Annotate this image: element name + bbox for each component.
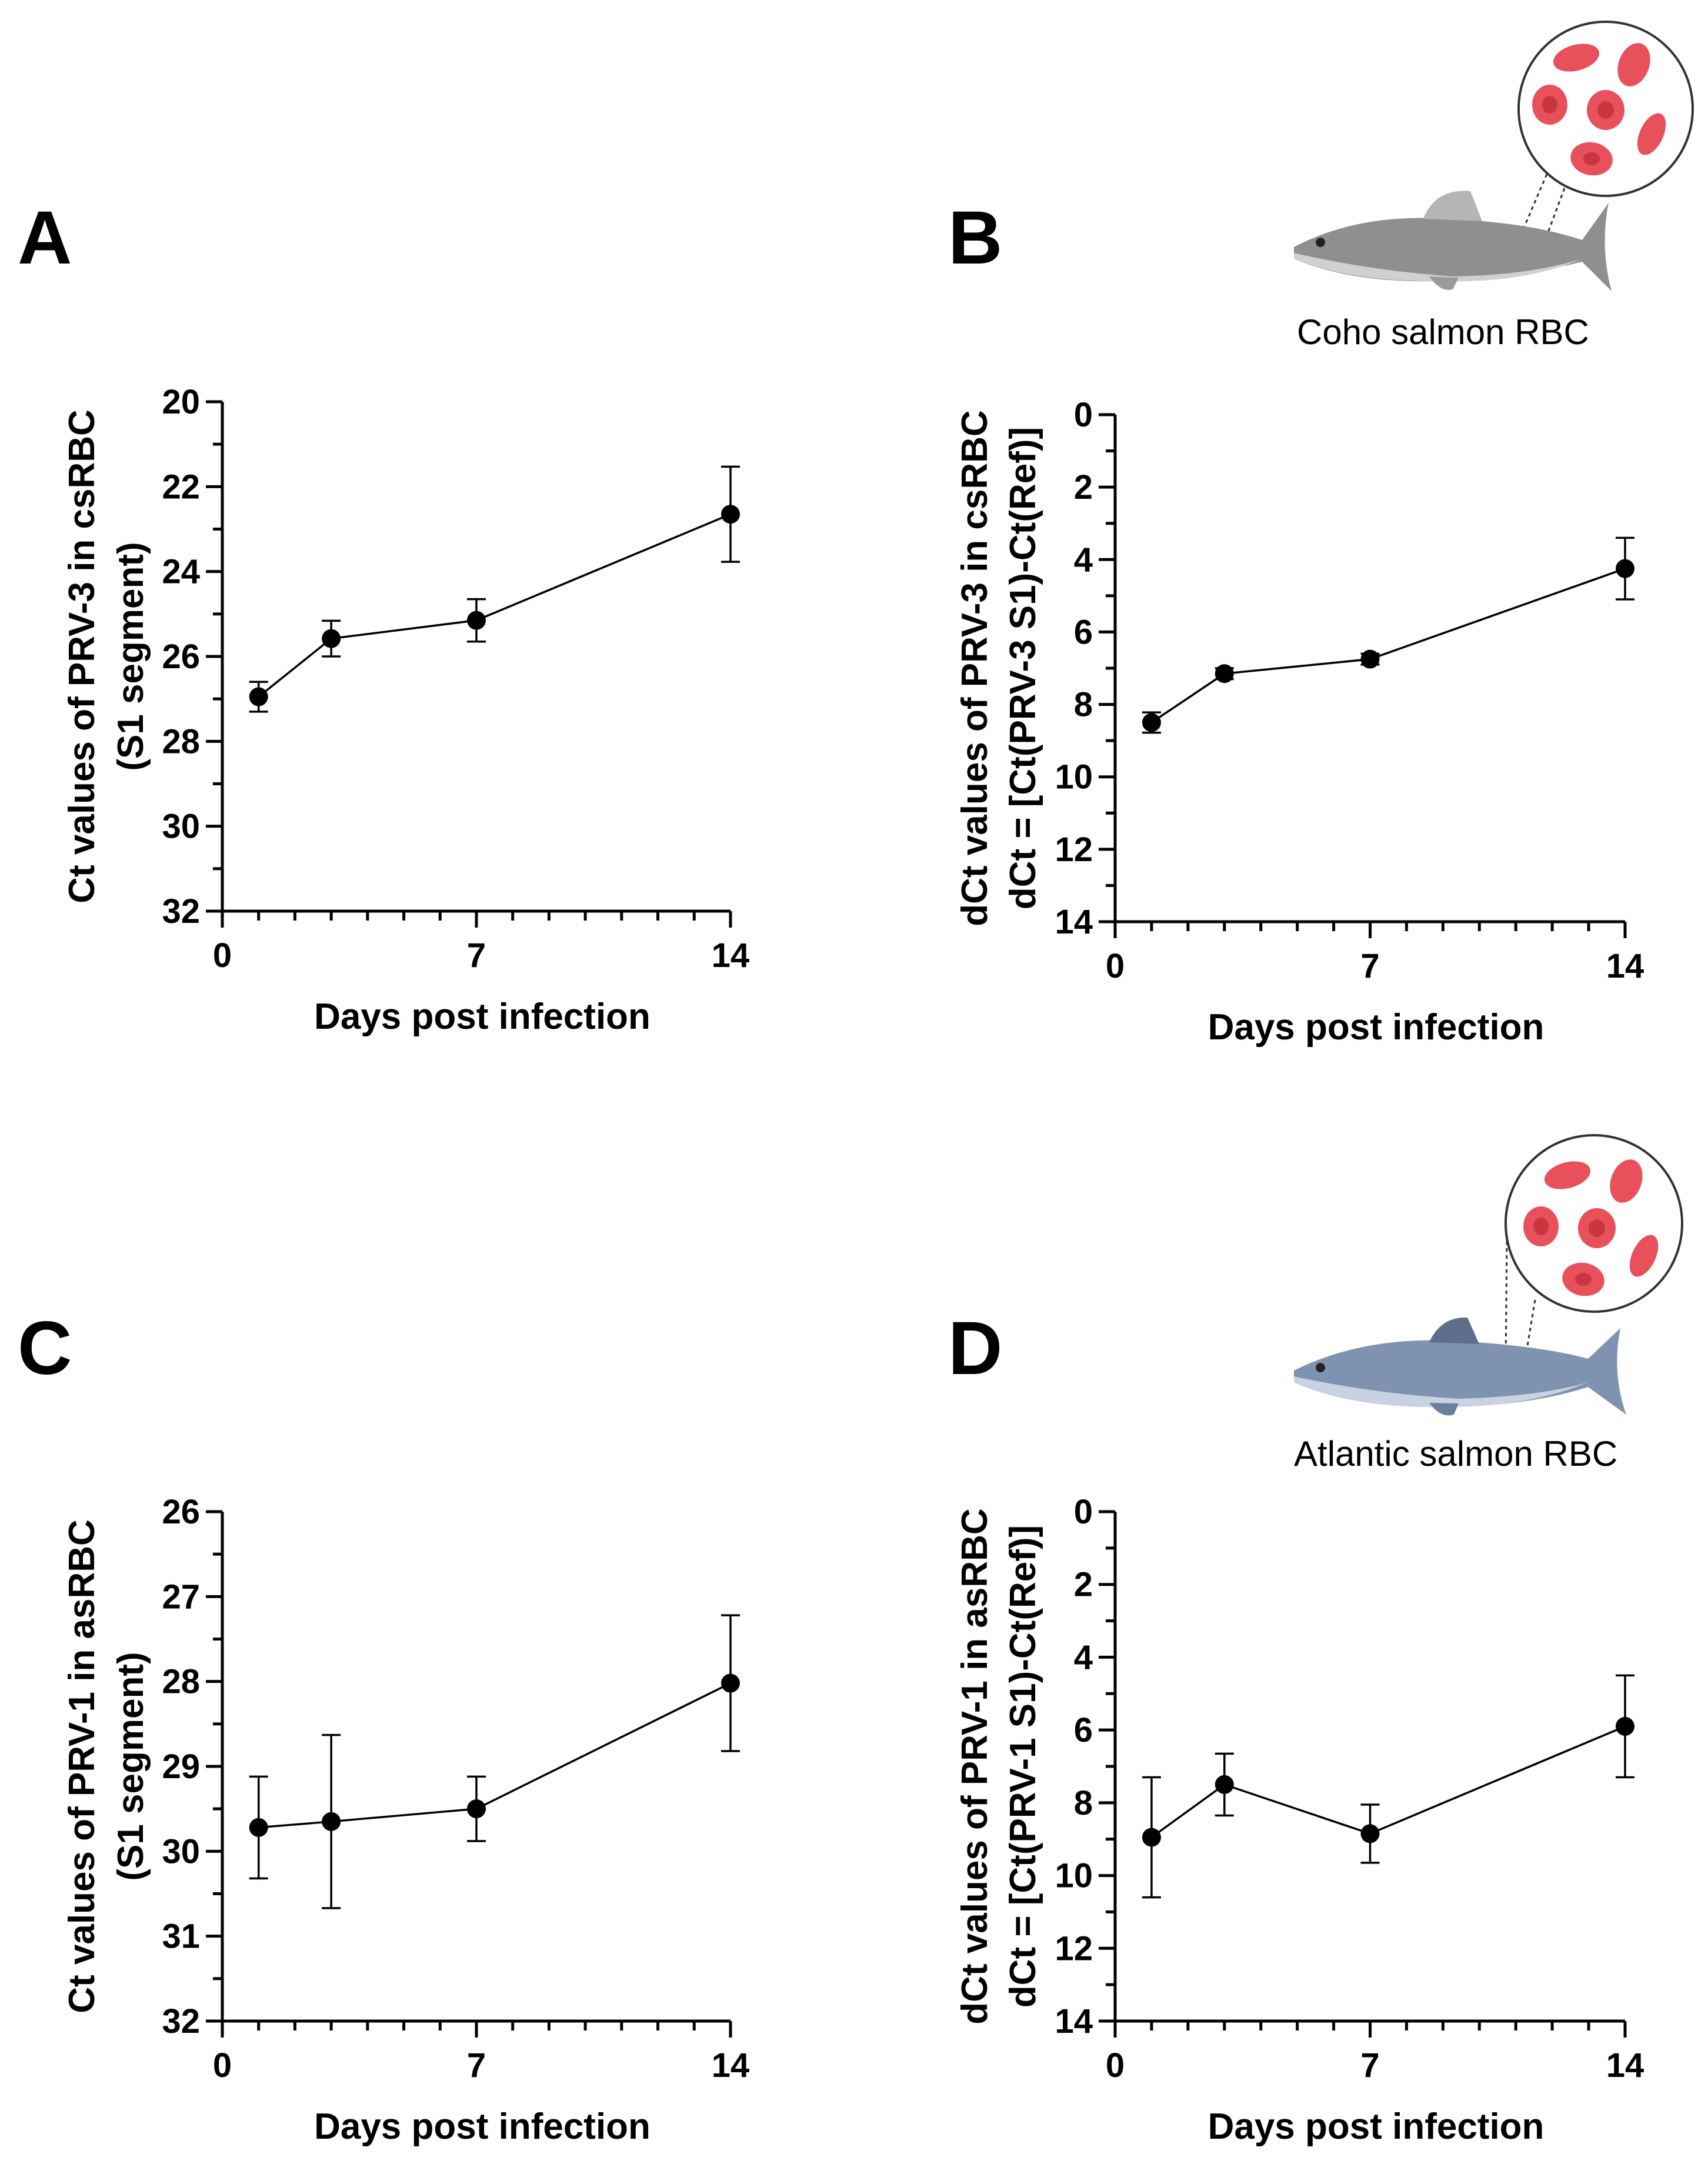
- x-axis-title: Days post infection: [1208, 2106, 1544, 2147]
- data-point: [322, 629, 341, 648]
- x-axis-title: Days post infection: [1208, 1007, 1544, 1048]
- y-axis-title: (S1 segment): [111, 542, 151, 771]
- y-tick-label: 28: [162, 722, 200, 761]
- chart-panel-c: 26 27 28 29 30 31 32 0 7 14 Days post infection Ct …: [62, 1493, 749, 2147]
- data-point: [721, 1673, 740, 1693]
- y-tick-label: 4: [1074, 541, 1093, 579]
- y-tick-label: 6: [1074, 1711, 1093, 1749]
- y-axis-title: dCt values of PRV-3 in csRBC: [955, 410, 995, 926]
- data-point: [322, 1812, 341, 1831]
- data-point: [467, 611, 486, 630]
- y-tick-label: 6: [1074, 613, 1093, 651]
- y-tick-label: 2: [1074, 468, 1093, 506]
- x-tick-label: 0: [213, 2046, 232, 2085]
- x-axis-title: Days post infection: [314, 996, 650, 1037]
- y-axis-title: Ct values of PRV-1 in asRBC: [62, 1519, 102, 2013]
- y-tick-label: 0: [1074, 396, 1093, 434]
- y-tick-label: 27: [162, 1578, 200, 1616]
- chart-panel-a: 20 22 24 26 28 30 32 0 7 14 Days post infection Ct …: [62, 383, 749, 1037]
- y-tick-label: 20: [162, 383, 200, 421]
- series-line: [1150, 568, 1626, 723]
- data-point: [1616, 559, 1634, 578]
- y-tick-label: 12: [1055, 1929, 1093, 1968]
- y-tick-label: 8: [1074, 686, 1093, 724]
- data-point: [721, 505, 740, 524]
- coho-fish-icon: [1294, 191, 1612, 291]
- atlantic-salmon-illustration: Atlantic salmon RBC: [1294, 1134, 1683, 1473]
- data-point: [1360, 649, 1380, 669]
- y-tick-label: 10: [1055, 758, 1093, 796]
- chart-panel-b: 0 2 4 6 8 10 12 14 0 7 14 Days post infection dCt va…: [955, 396, 1644, 1048]
- coho-salmon-illustration: Coho salmon RBC: [1294, 21, 1694, 352]
- y-tick-label: 22: [162, 468, 200, 506]
- coho-caption: Coho salmon RBC: [1297, 312, 1589, 352]
- y-tick-label: 26: [162, 638, 200, 676]
- y-axis-title: (S1 segment): [111, 1652, 151, 1880]
- y-tick-label: 32: [162, 2002, 200, 2040]
- x-tick-label: 14: [1606, 2046, 1644, 2085]
- x-tick-label: 14: [712, 2046, 750, 2085]
- chart-panel-d: 0 2 4 6 8 10 12 14 0 7 14 Days post infection dCt va…: [955, 1493, 1644, 2147]
- y-tick-label: 26: [162, 1493, 200, 1531]
- series-line: [258, 513, 731, 698]
- x-tick-label: 7: [467, 2046, 486, 2085]
- y-tick-label: 32: [162, 892, 200, 931]
- x-tick-label: 0: [1106, 947, 1125, 985]
- y-axis-title: dCt values of PRV-1 in asRBC: [955, 1508, 995, 2024]
- y-tick-label: 24: [162, 553, 200, 591]
- data-point: [1142, 1828, 1161, 1847]
- data-point: [249, 687, 268, 706]
- x-tick-label: 0: [1106, 2046, 1125, 2085]
- x-tick-label: 0: [213, 936, 232, 975]
- y-tick-label: 14: [1055, 903, 1093, 941]
- x-tick-label: 7: [467, 936, 486, 975]
- panel-label-c: C: [18, 1306, 72, 1391]
- y-tick-label: 29: [162, 1748, 200, 1786]
- y-tick-label: 28: [162, 1663, 200, 1701]
- panel-label-a: A: [18, 196, 72, 280]
- data-point: [249, 1818, 268, 1837]
- panel-label-b: B: [948, 196, 1002, 280]
- x-axis-title: Days post infection: [314, 2106, 650, 2147]
- y-tick-label: 31: [162, 1918, 200, 1956]
- data-point: [1142, 713, 1161, 732]
- series-line: [1150, 1725, 1626, 1839]
- atlantic-caption: Atlantic salmon RBC: [1294, 1434, 1617, 1473]
- data-point: [1616, 1716, 1634, 1736]
- y-tick-label: 12: [1055, 831, 1093, 869]
- y-tick-label: 0: [1074, 1493, 1093, 1531]
- panel-label-d: D: [948, 1306, 1002, 1391]
- y-axis-title: Ct values of PRV-3 in csRBC: [62, 409, 102, 903]
- y-tick-label: 10: [1055, 1857, 1093, 1895]
- x-tick-label: 7: [1360, 947, 1379, 985]
- x-tick-label: 14: [1606, 947, 1644, 985]
- x-tick-label: 7: [1360, 2046, 1379, 2085]
- atlantic-fish-icon: [1294, 1317, 1626, 1416]
- y-tick-label: 4: [1074, 1638, 1093, 1676]
- series-line: [258, 1682, 731, 1829]
- data-point: [1215, 664, 1234, 683]
- y-tick-label: 30: [162, 1832, 200, 1870]
- y-tick-label: 2: [1074, 1566, 1093, 1604]
- data-point: [1360, 1824, 1380, 1843]
- y-tick-label: 14: [1055, 2002, 1093, 2040]
- y-tick-label: 8: [1074, 1784, 1093, 1822]
- data-point: [1215, 1775, 1234, 1794]
- x-tick-label: 14: [712, 936, 750, 975]
- y-axis-title: dCt = [Ct(PRV-1 S1)-Ct(Ref)]: [1003, 1525, 1043, 2008]
- rbc-magnifier-circle-2: [1504, 1134, 1683, 1313]
- y-axis-title: dCt = [Ct(PRV-3 S1)-Ct(Ref)]: [1003, 427, 1043, 909]
- y-tick-label: 30: [162, 808, 200, 846]
- data-point: [467, 1799, 486, 1819]
- rbc-magnifier-circle: [1517, 21, 1694, 197]
